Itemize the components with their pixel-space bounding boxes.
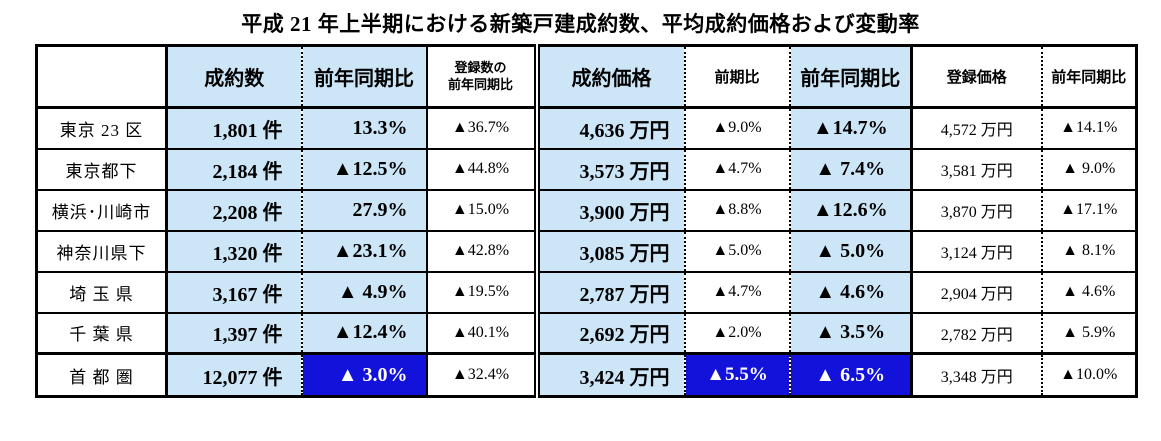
cell-price: 3,085 万円: [536, 230, 686, 272]
cell-region: 東京都下: [36, 148, 168, 190]
col-header-reg-price: 登録価格: [911, 45, 1043, 108]
cell-region: 横浜･川崎市: [36, 189, 168, 231]
cell-reg-price: 3,581 万円: [911, 148, 1043, 190]
cell-reg-price: 4,572 万円: [911, 107, 1043, 149]
corner-cell: [36, 45, 168, 108]
cell-reg-price-yoy: ▲10.0%: [1041, 353, 1137, 397]
cell-contracts-yoy: ▲23.1%: [301, 230, 428, 272]
cell-registrations-yoy: ▲36.7%: [426, 107, 540, 149]
table-row-tokyo-tokai: 東京都下 2,184 件 ▲12.5% ▲44.8% 3,573 万円 ▲4.7…: [36, 148, 1137, 190]
col-header-price-yoy: 前年同期比: [789, 45, 913, 108]
cell-price-yoy: ▲ 3.5%: [789, 312, 913, 354]
cell-reg-price-yoy: ▲ 5.9%: [1041, 312, 1137, 354]
cell-contracts-yoy: 27.9%: [301, 189, 428, 231]
cell-region: 埼 玉 県: [36, 271, 168, 313]
cell-contracts: 1,320 件: [166, 230, 303, 272]
cell-contracts: 3,167 件: [166, 271, 303, 313]
cell-reg-price: 2,782 万円: [911, 312, 1043, 354]
cell-reg-price-yoy: ▲14.1%: [1041, 107, 1137, 149]
cell-price-qoq: ▲4.7%: [684, 271, 791, 313]
cell-price-yoy: ▲ 7.4%: [789, 148, 913, 190]
table-row-saitama: 埼 玉 県 3,167 件 ▲ 4.9% ▲19.5% 2,787 万円 ▲4.…: [36, 271, 1137, 313]
cell-price-yoy: ▲12.6%: [789, 189, 913, 231]
col-header-registrations-yoy: 登録数の 前年同期比: [426, 45, 540, 108]
cell-region: 千 葉 県: [36, 312, 168, 354]
cell-price-yoy-highlight: ▲ 6.5%: [789, 353, 913, 397]
cell-contracts: 2,184 件: [166, 148, 303, 190]
stats-table: 成約数 前年同期比 登録数の 前年同期比 成約価格 前期比 前年同期比 登録価格…: [35, 44, 1138, 398]
col-header-price: 成約価格: [536, 45, 686, 108]
cell-contracts: 1,801 件: [166, 107, 303, 149]
cell-reg-price-yoy: ▲ 8.1%: [1041, 230, 1137, 272]
cell-reg-price: 2,904 万円: [911, 271, 1043, 313]
cell-contracts-yoy: 13.3%: [301, 107, 428, 149]
col-header-price-qoq: 前期比: [684, 45, 791, 108]
cell-price-qoq: ▲4.7%: [684, 148, 791, 190]
cell-reg-price: 3,348 万円: [911, 353, 1043, 397]
cell-price: 2,787 万円: [536, 271, 686, 313]
cell-price: 3,573 万円: [536, 148, 686, 190]
cell-registrations-yoy: ▲44.8%: [426, 148, 540, 190]
cell-reg-price-yoy: ▲ 9.0%: [1041, 148, 1137, 190]
cell-contracts-yoy-highlight: ▲ 3.0%: [301, 353, 428, 397]
cell-price-yoy: ▲ 4.6%: [789, 271, 913, 313]
table-row-yokohama-kawasaki: 横浜･川崎市 2,208 件 27.9% ▲15.0% 3,900 万円 ▲8.…: [36, 189, 1137, 231]
cell-contracts: 2,208 件: [166, 189, 303, 231]
page-title: 平成 21 年上半期における新築戸建成約数、平均成約価格および変動率: [241, 12, 920, 36]
cell-contracts-yoy: ▲ 4.9%: [301, 271, 428, 313]
cell-price: 2,692 万円: [536, 312, 686, 354]
cell-price-yoy: ▲14.7%: [789, 107, 913, 149]
cell-contracts-yoy: ▲12.5%: [301, 148, 428, 190]
col-header-contracts-yoy: 前年同期比: [301, 45, 428, 108]
cell-price-qoq: ▲8.8%: [684, 189, 791, 231]
cell-price: 3,900 万円: [536, 189, 686, 231]
cell-contracts-yoy: ▲12.4%: [301, 312, 428, 354]
cell-registrations-yoy: ▲42.8%: [426, 230, 540, 272]
cell-region: 首 都 圏: [36, 353, 168, 397]
cell-reg-price: 3,870 万円: [911, 189, 1043, 231]
cell-contracts: 12,077 件: [166, 353, 303, 397]
header-row: 成約数 前年同期比 登録数の 前年同期比 成約価格 前期比 前年同期比 登録価格…: [36, 45, 1137, 108]
cell-price-qoq: ▲9.0%: [684, 107, 791, 149]
cell-price-qoq: ▲5.0%: [684, 230, 791, 272]
cell-price-qoq-highlight: ▲5.5%: [684, 353, 791, 397]
cell-registrations-yoy: ▲15.0%: [426, 189, 540, 231]
cell-reg-price-yoy: ▲ 4.6%: [1041, 271, 1137, 313]
cell-price-yoy: ▲ 5.0%: [789, 230, 913, 272]
col-header-contracts: 成約数: [166, 45, 303, 108]
cell-price-qoq: ▲2.0%: [684, 312, 791, 354]
cell-region: 東京 23 区: [36, 107, 168, 149]
table-row-chiba: 千 葉 県 1,397 件 ▲12.4% ▲40.1% 2,692 万円 ▲2.…: [36, 312, 1137, 354]
cell-region: 神奈川県下: [36, 230, 168, 272]
col-header-reg-price-yoy: 前年同期比: [1041, 45, 1137, 108]
cell-price: 4,636 万円: [536, 107, 686, 149]
table-row-kanagawa: 神奈川県下 1,320 件 ▲23.1% ▲42.8% 3,085 万円 ▲5.…: [36, 230, 1137, 272]
cell-reg-price-yoy: ▲17.1%: [1041, 189, 1137, 231]
table-row-shutoken-total: 首 都 圏 12,077 件 ▲ 3.0% ▲32.4% 3,424 万円 ▲5…: [36, 353, 1137, 397]
cell-contracts: 1,397 件: [166, 312, 303, 354]
cell-price: 3,424 万円: [536, 353, 686, 397]
table-row-tokyo23: 東京 23 区 1,801 件 13.3% ▲36.7% 4,636 万円 ▲9…: [36, 107, 1137, 149]
cell-registrations-yoy: ▲19.5%: [426, 271, 540, 313]
cell-reg-price: 3,124 万円: [911, 230, 1043, 272]
cell-registrations-yoy: ▲40.1%: [426, 312, 540, 354]
cell-registrations-yoy: ▲32.4%: [426, 353, 540, 397]
